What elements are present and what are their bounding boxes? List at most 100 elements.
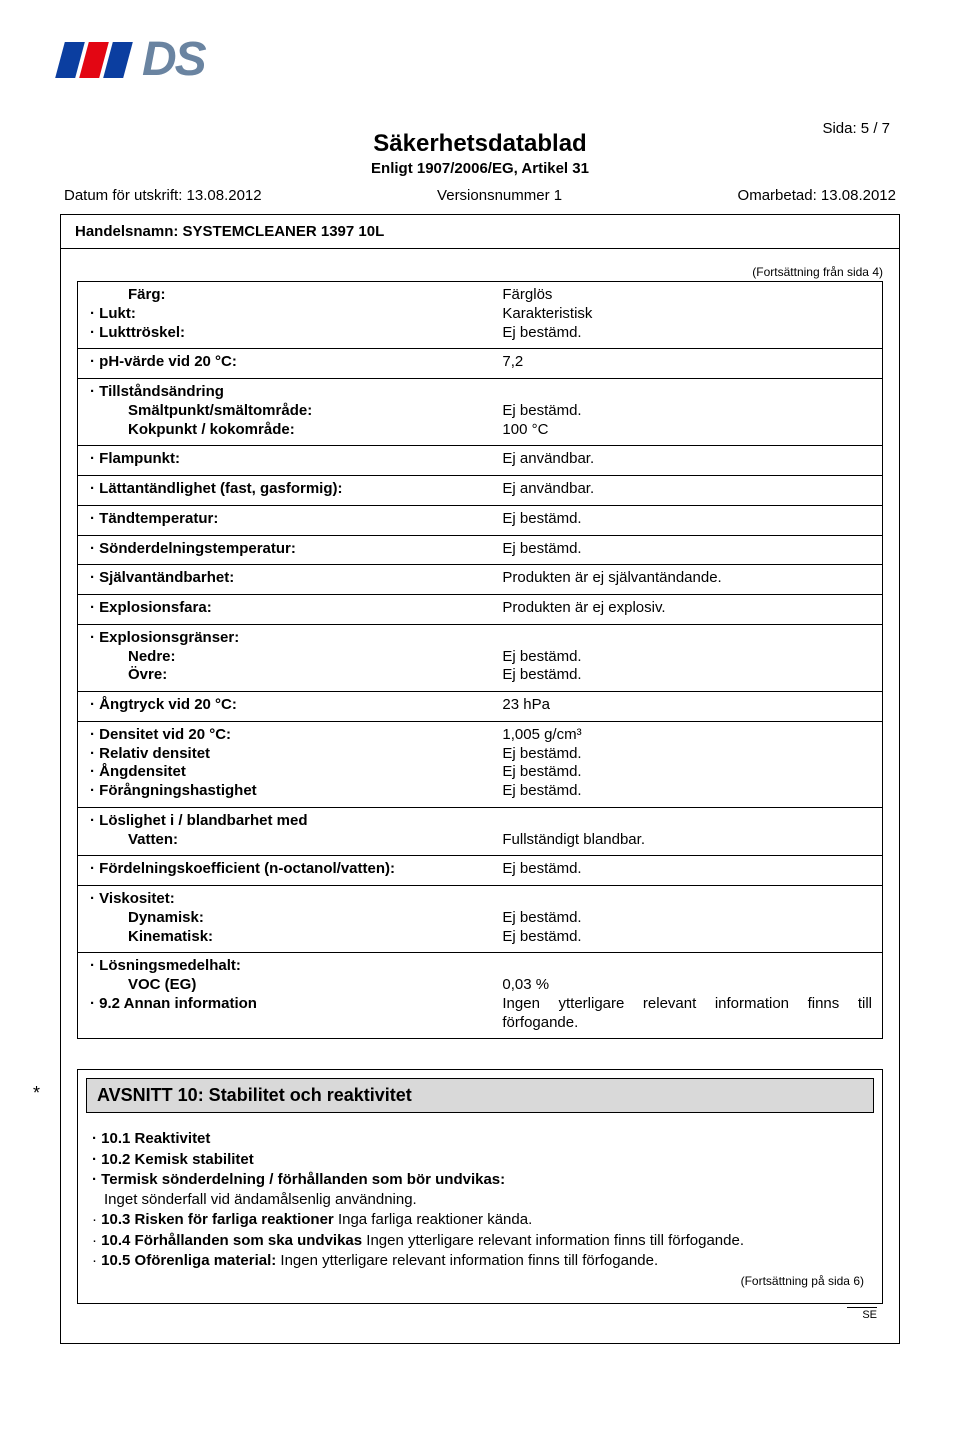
sjalv-value: Produkten är ej självantändande. xyxy=(502,569,872,588)
s10-reaktivitet: 10.1 Reaktivitet xyxy=(104,1129,864,1149)
sond-value: Ej bestämd. xyxy=(502,540,872,559)
visk-label: Viskositet: xyxy=(102,890,502,909)
latt-value: Ej användbar. xyxy=(502,480,872,499)
kin-label: Kinematisk: xyxy=(102,928,502,947)
inner-area: (Fortsättning från sida 4) Färg: Lukt: L… xyxy=(61,249,899,1343)
table-row: Viskositet: Dynamisk: Kinematisk: Ej bes… xyxy=(78,885,882,952)
table-row: Explosionsfara: Produkten är ej explosiv… xyxy=(78,594,882,624)
dens-value: 1,005 g/cm³ xyxy=(502,726,872,745)
ford-label: Fördelningskoefficient (n-octanol/vatten… xyxy=(102,860,502,879)
kok-value: 100 °C xyxy=(502,421,872,440)
lukt-value: Karakteristisk xyxy=(502,305,872,324)
vatten-label: Vatten: xyxy=(102,831,502,850)
logo-stripes xyxy=(55,42,133,78)
continuation-from: (Fortsättning från sida 4) xyxy=(77,265,883,279)
vatten-value: Fullständigt blandbar. xyxy=(502,831,872,850)
reldens-label: Relativ densitet xyxy=(102,745,502,764)
se-tag: SE xyxy=(847,1307,877,1321)
lukttroskel-label: Lukttröskel: xyxy=(102,324,502,343)
s10-oforen: 10.5 Oförenliga material: Ingen ytterlig… xyxy=(104,1251,864,1271)
s10-forhall: 10.4 Förhållanden som ska undvikas Ingen… xyxy=(104,1231,864,1251)
meta-row: Datum för utskrift: 13.08.2012 Versionsn… xyxy=(60,187,900,204)
ph-value: 7,2 xyxy=(502,353,872,372)
ph-label: pH-värde vid 20 °C: xyxy=(102,353,502,372)
tillstand-label: Tillståndsändring xyxy=(102,383,502,402)
logo-text: DS xyxy=(142,32,205,87)
ovre-label: Övre: xyxy=(102,666,502,685)
table-row: Färg: Lukt: Lukttröskel: Färglös Karakte… xyxy=(78,282,882,348)
flam-value: Ej användbar. xyxy=(502,450,872,469)
angdens-label: Ångdensitet xyxy=(102,763,502,782)
table-row: Explosionsgränser: Nedre: Övre: Ej bestä… xyxy=(78,624,882,691)
s10-termisk-label: Termisk sönderdelning / förhållanden som… xyxy=(104,1170,864,1190)
reldens-value: Ej bestämd. xyxy=(502,745,872,764)
table-row: Lättantändlighet (fast, gasformig): Ej a… xyxy=(78,475,882,505)
dens-label: Densitet vid 20 °C: xyxy=(102,726,502,745)
ovre-value: Ej bestämd. xyxy=(502,666,872,685)
angdens-value: Ej bestämd. xyxy=(502,763,872,782)
ang-label: Ångtryck vid 20 °C: xyxy=(102,696,502,715)
logo-stripe-3 xyxy=(103,42,133,78)
nedre-value: Ej bestämd. xyxy=(502,648,872,667)
table-row: Självantändbarhet: Produkten är ej själv… xyxy=(78,564,882,594)
s10-oforen-label: 10.5 Oförenliga material: xyxy=(101,1252,276,1269)
version-number: Versionsnummer 1 xyxy=(437,187,562,204)
s10-risken-label: 10.3 Risken för farliga reaktioner xyxy=(101,1211,334,1228)
s10-forhall-label: 10.4 Förhållanden som ska undvikas xyxy=(101,1232,362,1249)
smalt-label: Smältpunkt/smältområde: xyxy=(102,402,502,421)
section-10-frame: AVSNITT 10: Stabilitet och reaktivitet 1… xyxy=(77,1069,883,1304)
smalt-value: Ej bestämd. xyxy=(502,402,872,421)
page-indicator: Sida: 5 / 7 xyxy=(822,120,890,137)
document-subtitle: Enligt 1907/2006/EG, Artikel 31 xyxy=(60,160,900,177)
table-row: Densitet vid 20 °C: Relativ densitet Ång… xyxy=(78,721,882,807)
table-row: Sönderdelningstemperatur: Ej bestämd. xyxy=(78,535,882,565)
s10-kemisk: 10.2 Kemisk stabilitet xyxy=(104,1150,864,1170)
kin-value: Ej bestämd. xyxy=(502,928,872,947)
lukt-label: Lukt: xyxy=(102,305,502,324)
s10-risken-text: Inga farliga reaktioner kända. xyxy=(334,1211,532,1228)
revised-date: Omarbetad: 13.08.2012 xyxy=(738,187,896,204)
sjalv-label: Självantändbarhet: xyxy=(102,569,502,588)
voc-value: 0,03 % xyxy=(502,976,872,995)
table-row: Flampunkt: Ej användbar. xyxy=(78,445,882,475)
s10-termisk-text: Inget sönderfall vid ändamålsenlig använ… xyxy=(104,1190,864,1210)
table-row: Fördelningskoefficient (n-octanol/vatten… xyxy=(78,855,882,885)
properties-table: Färg: Lukt: Lukttröskel: Färglös Karakte… xyxy=(77,281,883,1039)
losn-label: Lösningsmedelhalt: xyxy=(102,957,502,976)
logo: DS xyxy=(60,32,205,87)
nedre-label: Nedre: xyxy=(102,648,502,667)
dyn-value: Ej bestämd. xyxy=(502,909,872,928)
asterisk-marker: * xyxy=(33,1083,40,1104)
lukttroskel-value: Ej bestämd. xyxy=(502,324,872,343)
latt-label: Lättantändlighet (fast, gasformig): xyxy=(102,480,502,499)
document-title: Säkerhetsdatablad xyxy=(60,130,900,158)
dyn-label: Dynamisk: xyxy=(102,909,502,928)
ford-value: Ej bestämd. xyxy=(502,860,872,879)
ang-value: 23 hPa xyxy=(502,696,872,715)
section-10-header: AVSNITT 10: Stabilitet och reaktivitet xyxy=(86,1078,874,1113)
sond-label: Sönderdelningstemperatur: xyxy=(102,540,502,559)
section-10-body: 10.1 Reaktivitet 10.2 Kemisk stabilitet … xyxy=(78,1121,882,1303)
farg-label: Färg: xyxy=(102,286,502,305)
product-name: Handelsnamn: SYSTEMCLEANER 1397 10L xyxy=(61,215,899,249)
expgr-label: Explosionsgränser: xyxy=(102,629,502,648)
flam-label: Flampunkt: xyxy=(102,450,502,469)
table-row: Tillståndsändring Smältpunkt/smältområde… xyxy=(78,378,882,445)
farg-value: Färglös xyxy=(502,286,872,305)
s10-forhall-text: Ingen ytterligare relevant information f… xyxy=(362,1232,744,1249)
print-date: Datum för utskrift: 13.08.2012 xyxy=(64,187,262,204)
s10-risken: 10.3 Risken för farliga reaktioner Inga … xyxy=(104,1210,864,1230)
forang-value: Ej bestämd. xyxy=(502,782,872,801)
tand-value: Ej bestämd. xyxy=(502,510,872,529)
expfara-value: Produkten är ej explosiv. xyxy=(502,599,872,618)
voc-label: VOC (EG) xyxy=(102,976,502,995)
table-row: Lösningsmedelhalt: VOC (EG) 9.2 Annan in… xyxy=(78,952,882,1038)
table-row: Löslighet i / blandbarhet med Vatten: Fu… xyxy=(78,807,882,856)
expfara-label: Explosionsfara: xyxy=(102,599,502,618)
continuation-to: (Fortsättning på sida 6) xyxy=(104,1273,864,1289)
kok-label: Kokpunkt / kokområde: xyxy=(102,421,502,440)
outer-frame: Handelsnamn: SYSTEMCLEANER 1397 10L (For… xyxy=(60,214,900,1344)
annan-label: 9.2 Annan information xyxy=(102,995,502,1014)
table-row: Ångtryck vid 20 °C: 23 hPa xyxy=(78,691,882,721)
table-row: Tändtemperatur: Ej bestämd. xyxy=(78,505,882,535)
